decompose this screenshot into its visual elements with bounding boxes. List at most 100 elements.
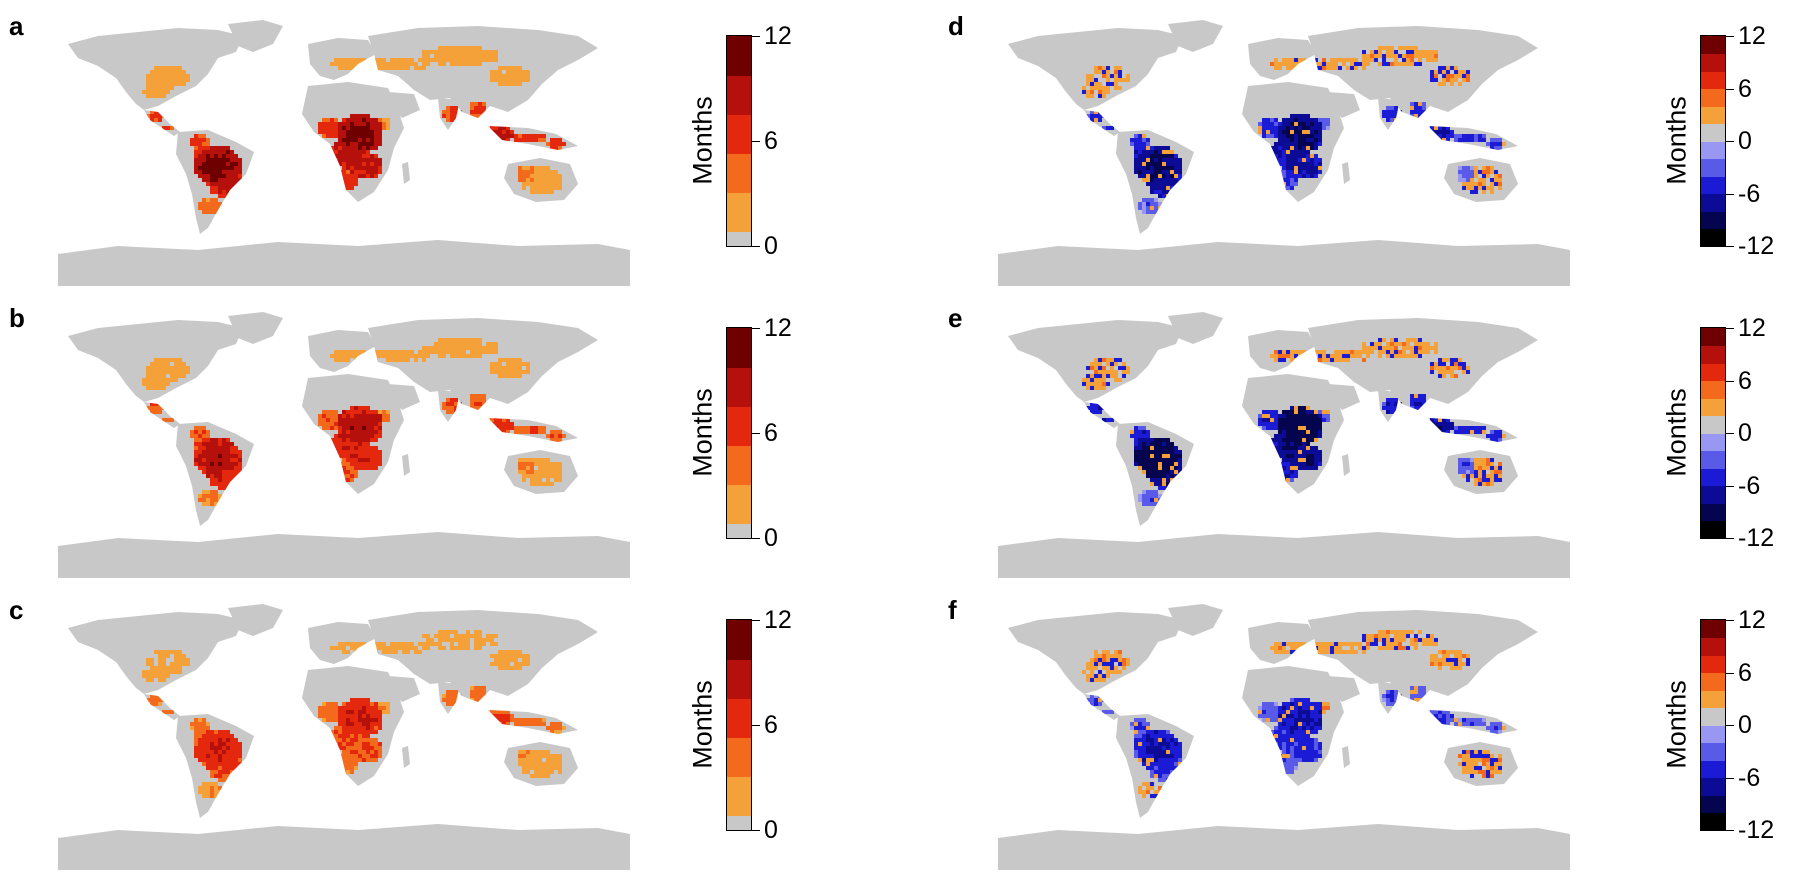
colorbar-step: [1701, 106, 1725, 124]
raster-layer: [1082, 338, 1506, 506]
land-region: [1308, 318, 1538, 410]
colorbar-step: [727, 524, 751, 538]
colorbar-step: [1701, 193, 1725, 212]
land-region: [1084, 110, 1120, 136]
legend-tick: [1726, 328, 1734, 329]
legend-tick-label: -12: [1738, 232, 1775, 260]
colorbar-step: [1701, 53, 1725, 72]
colorbar-step: [727, 75, 751, 115]
colorbar-step: [1701, 433, 1725, 451]
colorbar-step: [1701, 415, 1725, 434]
legend-title: Months: [1661, 96, 1692, 185]
colorbar: [726, 35, 752, 247]
legend-tick: [1726, 433, 1734, 434]
colorbar-step: [727, 232, 751, 246]
colorbar-step: [1701, 812, 1725, 830]
legend-title: Months: [687, 96, 718, 185]
legend-tick-label: 12: [1738, 22, 1766, 50]
land-region: [1342, 162, 1350, 184]
colorbar-step: [1701, 520, 1725, 538]
land-region: [58, 240, 630, 286]
map-canvas: [58, 312, 630, 578]
colorbar-step: [727, 114, 751, 155]
raster-layer: [142, 338, 566, 506]
colorbar-step: [1701, 211, 1725, 229]
land-region: [368, 26, 598, 118]
legend-tick-label: 12: [764, 606, 792, 634]
raster-layer: [142, 630, 566, 798]
colorbar-step: [727, 36, 751, 76]
legend-tick: [1726, 620, 1734, 621]
colorbar-step: [1701, 328, 1725, 346]
land-region: [228, 20, 283, 52]
raster-layer: [142, 46, 566, 214]
colorbar-step: [727, 737, 751, 778]
land-region: [228, 604, 283, 636]
legend-tick: [1726, 830, 1734, 831]
colorbar-step: [727, 816, 751, 830]
map-canvas: [58, 604, 630, 870]
colorbar-step: [1701, 742, 1725, 761]
legend-tick: [752, 141, 760, 142]
colorbar-step: [1701, 345, 1725, 364]
legend-title: Months: [687, 388, 718, 477]
colorbar-step: [1701, 71, 1725, 89]
colorbar-step: [1701, 380, 1725, 399]
land-region: [402, 454, 410, 476]
colorbar-step: [1701, 672, 1725, 691]
colorbar-step: [1701, 141, 1725, 159]
legend-tick: [1726, 246, 1734, 247]
land-region: [1342, 746, 1350, 768]
map-canvas: [998, 604, 1570, 870]
land-region: [144, 402, 180, 428]
land-region: [228, 312, 283, 344]
land-region: [402, 162, 410, 184]
colorbar-step: [1701, 88, 1725, 107]
legend-tick: [752, 433, 760, 434]
colorbar: [1700, 619, 1726, 831]
legend-tick: [752, 328, 760, 329]
legend-tick: [752, 620, 760, 621]
panel-label: f: [948, 595, 957, 625]
colorbar-step: [727, 192, 751, 233]
colorbar-step: [1701, 637, 1725, 656]
colorbar: [726, 619, 752, 831]
colorbar-step: [727, 659, 751, 699]
legend-tick: [752, 538, 760, 539]
colorbar-step: [727, 776, 751, 817]
land-region: [1168, 604, 1223, 636]
colorbar-step: [1701, 36, 1725, 54]
colorbar-step: [1701, 176, 1725, 194]
land-region: [998, 532, 1570, 578]
colorbar-step: [1701, 690, 1725, 708]
legend-tick-label: 6: [764, 419, 778, 447]
legend-tick-label: 12: [1738, 606, 1766, 634]
land-region: [58, 824, 630, 870]
legend-tick-label: -12: [1738, 524, 1775, 552]
world-map: [58, 306, 630, 578]
legend-tick: [1726, 88, 1734, 90]
colorbar-step: [1701, 503, 1725, 521]
legend-tick: [752, 36, 760, 37]
colorbar-step: [1701, 363, 1725, 381]
legend-tick-label: 6: [1738, 74, 1752, 103]
land-region: [144, 110, 180, 136]
land-region: [998, 240, 1570, 286]
panel-label: e: [948, 303, 963, 333]
legend-tick: [1726, 672, 1734, 674]
colorbar-step: [1701, 777, 1725, 796]
map-canvas: [998, 312, 1570, 578]
land-region: [368, 610, 598, 702]
land-region: [1342, 454, 1350, 476]
colorbar-step: [727, 367, 751, 407]
legend-title: Months: [1661, 388, 1692, 477]
legend-tick: [1726, 485, 1734, 487]
colorbar-step: [1701, 158, 1725, 177]
world-map: [58, 598, 630, 870]
legend-tick: [1726, 380, 1734, 382]
land-region: [998, 824, 1570, 870]
world-map: [998, 14, 1570, 286]
panel-label: d: [948, 11, 964, 41]
legend-tick-label: 12: [764, 22, 792, 50]
colorbar-step: [1701, 228, 1725, 246]
